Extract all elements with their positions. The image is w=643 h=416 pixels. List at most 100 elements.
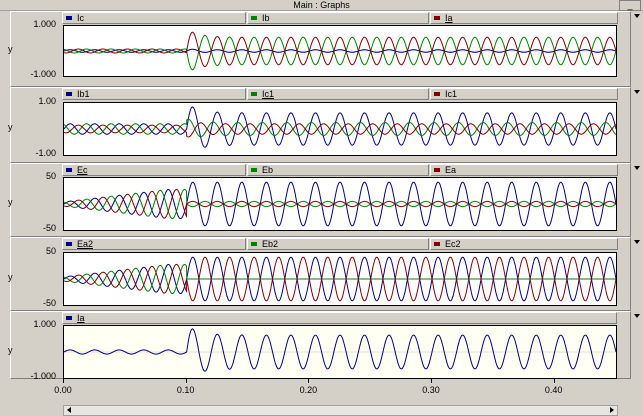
legend-item[interactable]: Ea2 bbox=[62, 238, 246, 250]
plot-svg bbox=[64, 106, 616, 148]
y-tick-min: -1.00 bbox=[35, 148, 56, 158]
legend-label: Ic1 bbox=[445, 89, 458, 99]
panel-left-bar bbox=[0, 163, 10, 237]
plot-area[interactable] bbox=[63, 177, 617, 231]
panel-menu-arrow-icon[interactable] bbox=[634, 314, 640, 318]
y-tick-min: -1.000 bbox=[30, 371, 56, 381]
x-tick-label: 0.20 bbox=[299, 385, 318, 395]
legend-item[interactable]: Ia bbox=[62, 312, 617, 324]
graph-panel[interactable]: Ic Ib Ia y 1.000 -1.000 bbox=[0, 11, 643, 87]
plot-area[interactable] bbox=[63, 325, 617, 379]
x-tick-mark bbox=[185, 379, 187, 383]
legend-label: Ea bbox=[445, 165, 457, 175]
y-axis-label: y bbox=[8, 122, 13, 132]
legend-label: Ec2 bbox=[445, 239, 461, 249]
legend-label: Ea2 bbox=[77, 239, 94, 249]
panel-menu-arrow-icon[interactable] bbox=[634, 14, 640, 18]
y-tick-max: 1.00 bbox=[38, 96, 56, 106]
plot-svg bbox=[64, 256, 616, 302]
series-line-2 bbox=[64, 31, 616, 68]
x-tick-mark bbox=[308, 379, 310, 383]
plot-area[interactable] bbox=[63, 252, 617, 306]
series-line-0 bbox=[64, 328, 616, 372]
plot-area[interactable] bbox=[63, 25, 617, 77]
plot-area[interactable] bbox=[63, 102, 617, 156]
y-tick-min: -50 bbox=[42, 223, 56, 233]
legend-swatch bbox=[251, 168, 257, 172]
legend-item[interactable]: Ea bbox=[430, 164, 618, 176]
legend-item[interactable]: Ib bbox=[247, 12, 429, 24]
legend-label: Ic bbox=[77, 13, 85, 23]
x-tick-mark bbox=[63, 379, 64, 383]
legend-item[interactable]: Ia bbox=[430, 12, 618, 24]
legend-swatch bbox=[66, 168, 72, 172]
y-tick-max: 1.000 bbox=[33, 19, 56, 29]
legend-label: Ec bbox=[77, 165, 88, 175]
legend-swatch bbox=[66, 242, 72, 246]
plot-svg bbox=[64, 328, 616, 372]
y-tick-max: 50 bbox=[45, 171, 56, 181]
x-tick-label: 0.00 bbox=[54, 385, 72, 395]
legend-item[interactable]: Eb bbox=[247, 164, 429, 176]
minimize-button[interactable]: _ bbox=[619, 0, 641, 11]
plot-svg bbox=[64, 31, 616, 71]
legend-label: Ib1 bbox=[77, 89, 90, 99]
x-tick-label: 0.30 bbox=[422, 385, 440, 395]
plot-svg bbox=[64, 181, 616, 227]
series-line-2 bbox=[64, 256, 616, 302]
y-axis-label: y bbox=[8, 197, 13, 207]
panel-left-bar bbox=[0, 11, 10, 87]
panel-menu-arrow-icon[interactable] bbox=[634, 90, 640, 94]
legend-item[interactable]: Ic1 bbox=[247, 88, 429, 100]
series-line-2 bbox=[64, 122, 616, 138]
x-tick-label: 0.10 bbox=[176, 385, 195, 395]
panel-menu-arrow-icon[interactable] bbox=[634, 240, 640, 244]
legend-swatch bbox=[66, 92, 72, 96]
y-tick-min: -50 bbox=[42, 298, 56, 308]
legend-item[interactable]: Eb2 bbox=[247, 238, 429, 250]
panel-left-bar bbox=[0, 87, 10, 163]
legend-swatch bbox=[251, 16, 257, 20]
y-axis-label: y bbox=[8, 44, 13, 54]
panel-left-bar bbox=[0, 311, 10, 379]
scroll-right-arrow-icon[interactable] bbox=[610, 407, 614, 413]
legend-swatch bbox=[434, 92, 440, 96]
legend-swatch bbox=[251, 92, 257, 96]
legend-label: Ic1 bbox=[262, 89, 275, 99]
legend-item[interactable]: Ec2 bbox=[430, 238, 618, 250]
legend-label: Ia bbox=[77, 313, 85, 323]
y-axis-label: y bbox=[8, 345, 13, 355]
panel-left-bar bbox=[0, 237, 10, 311]
panel-menu-arrow-icon[interactable] bbox=[634, 166, 640, 170]
graph-panel[interactable]: Ea2 Eb2 Ec2 y 50 -50 bbox=[0, 237, 643, 311]
y-tick-min: -1.000 bbox=[30, 69, 56, 79]
legend-item[interactable]: Ib1 bbox=[62, 88, 246, 100]
legend-label: Eb2 bbox=[262, 239, 279, 249]
legend-item[interactable]: Ec bbox=[62, 164, 246, 176]
horizontal-scrollbar[interactable] bbox=[63, 405, 618, 416]
legend-swatch bbox=[434, 168, 440, 172]
legend-label: Eb bbox=[262, 165, 274, 175]
legend-swatch bbox=[434, 16, 440, 20]
window-title: Main : Graphs bbox=[293, 0, 350, 10]
graph-panel[interactable]: Ia y 1.000 -1.000 bbox=[0, 311, 643, 381]
legend-label: Ia bbox=[445, 13, 453, 23]
series-line-0 bbox=[64, 48, 616, 53]
legend-item[interactable]: Ic bbox=[62, 12, 246, 24]
legend-swatch bbox=[66, 16, 72, 20]
x-tick-label: 0.40 bbox=[544, 385, 563, 395]
graph-panel[interactable]: Ec Eb Ea y 50 -50 bbox=[0, 163, 643, 237]
legend-item[interactable]: Ic1 bbox=[430, 88, 618, 100]
series-line-0 bbox=[64, 106, 616, 148]
legend-swatch bbox=[66, 316, 72, 320]
x-tick-mark bbox=[431, 379, 432, 383]
legend-label: Ib bbox=[262, 13, 270, 23]
y-tick-max: 50 bbox=[45, 246, 56, 256]
series-line-2 bbox=[64, 188, 616, 219]
y-axis-label: y bbox=[8, 272, 13, 282]
scroll-left-arrow-icon[interactable] bbox=[67, 407, 71, 413]
x-tick-mark bbox=[553, 379, 555, 383]
series-line-0 bbox=[64, 256, 616, 302]
series-line-0 bbox=[64, 181, 616, 227]
graph-panel[interactable]: Ib1 Ic1 Ic1 y 1.00 -1.00 bbox=[0, 87, 643, 163]
